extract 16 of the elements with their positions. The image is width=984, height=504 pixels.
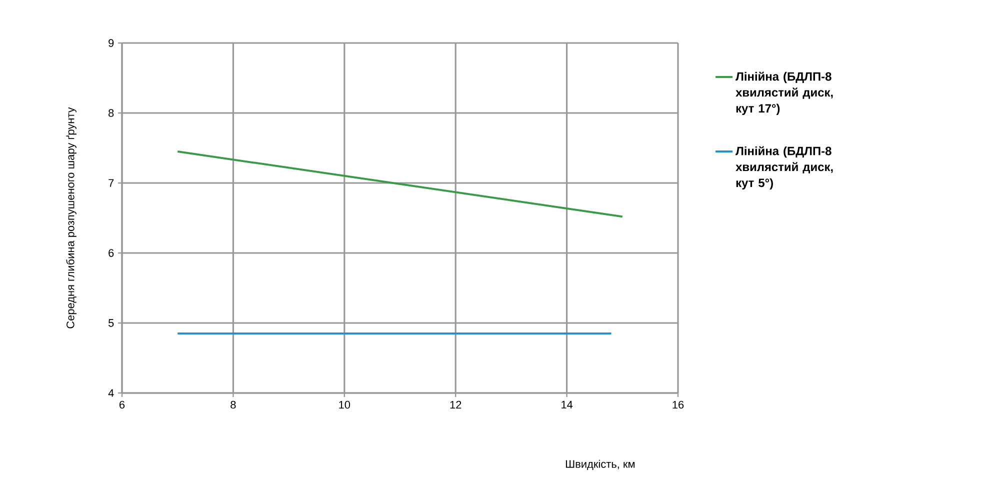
y-tick-label: 9 bbox=[108, 39, 114, 47]
x-tick-label: 14 bbox=[562, 400, 573, 408]
x-tick-label: 8 bbox=[230, 400, 236, 409]
y-tick-label: 7 bbox=[108, 179, 114, 187]
legend-label: Лінійна (БДЛП-8 хвилястий диск, кут 5°) bbox=[736, 146, 833, 190]
x-tick-label: 12 bbox=[450, 400, 462, 409]
x-axis-title: Швидкість, км bbox=[566, 460, 635, 470]
y-tick-label: 6 bbox=[108, 249, 114, 257]
x-tick-label: 16 bbox=[672, 400, 684, 409]
y-tick-label: 5 bbox=[108, 319, 114, 327]
y-tick-label: 8 bbox=[108, 109, 114, 117]
x-tick-label: 10 bbox=[339, 400, 350, 409]
legend-label: Лінійна (БДЛП-8 хвилястий диск, кут 17°) bbox=[736, 72, 833, 115]
y-axis-title: Середня глибина розпушеного шару ґрунту bbox=[66, 107, 76, 328]
y-tick-label: 4 bbox=[108, 389, 114, 397]
x-tick-label: 6 bbox=[120, 400, 125, 409]
